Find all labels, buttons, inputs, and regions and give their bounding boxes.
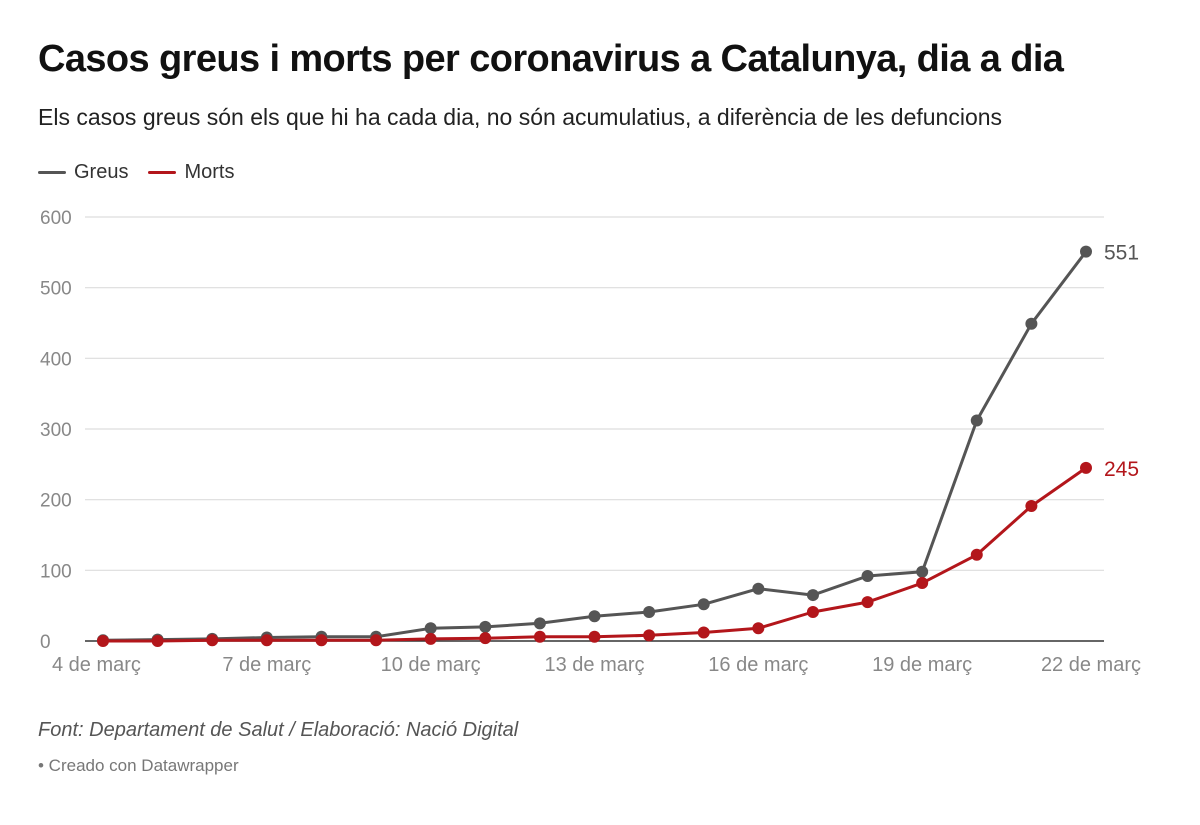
- chart-title: Casos greus i morts per coronavirus a Ca…: [38, 38, 1064, 80]
- y-tick-label-500: 500: [40, 279, 72, 300]
- y-tick-label-400: 400: [40, 349, 72, 370]
- data-point-morts: [260, 634, 273, 647]
- data-point-morts: [424, 632, 437, 645]
- data-point-morts: [479, 632, 492, 645]
- data-point-morts: [1025, 500, 1038, 513]
- data-point-morts: [752, 622, 765, 635]
- data-point-greus: [533, 617, 546, 630]
- data-point-morts: [1080, 461, 1092, 474]
- y-tick-label-200: 200: [40, 491, 72, 512]
- legend-label-greus: Greus: [74, 161, 129, 183]
- data-point-greus: [479, 620, 492, 633]
- data-point-greus: [697, 598, 710, 611]
- y-tick-label-100: 100: [40, 561, 72, 582]
- data-point-greus: [916, 565, 929, 578]
- x-tick-label: 16 de març: [708, 654, 808, 676]
- series-line-greus: [101, 250, 1088, 642]
- x-tick-label: 10 de març: [381, 654, 481, 676]
- y-tick-label-300: 300: [40, 420, 72, 441]
- data-point-morts: [370, 634, 383, 647]
- data-point-greus: [970, 414, 983, 427]
- data-point-greus: [806, 589, 819, 602]
- data-point-morts: [151, 635, 164, 647]
- credit-note: • Creado con Datawrapper: [38, 756, 239, 775]
- data-point-morts: [315, 634, 328, 647]
- source-note: Font: Departament de Salut / Elaboració:…: [38, 719, 519, 741]
- data-point-morts: [916, 577, 929, 590]
- data-point-morts: [806, 606, 819, 619]
- x-tick-label: 19 de març: [872, 654, 972, 676]
- data-point-morts: [643, 629, 656, 642]
- x-tick-label: 4 de març: [52, 654, 141, 676]
- data-point-morts: [861, 596, 874, 609]
- chart-legend: Greus Morts: [38, 161, 234, 184]
- legend-swatch-greus: [38, 171, 66, 174]
- x-tick-label: 7 de març: [222, 654, 311, 676]
- end-label-morts: 245: [1104, 458, 1139, 481]
- legend-item-greus: Greus: [38, 161, 128, 184]
- y-tick-label-0: 0: [40, 632, 51, 653]
- data-point-morts: [970, 548, 983, 561]
- data-point-greus: [752, 582, 765, 595]
- legend-swatch-morts: [148, 171, 177, 174]
- data-point-greus: [643, 606, 656, 619]
- y-tick-label-600: 600: [40, 208, 72, 229]
- data-point-greus: [1025, 317, 1038, 330]
- line-chart: 0 100 200 300 400 500 600 4 de març 7 de març 10 …: [40, 208, 1141, 676]
- data-point-morts: [697, 626, 710, 639]
- data-point-greus: [588, 610, 601, 623]
- x-tick-label: 13 de març: [544, 654, 644, 676]
- chart-subtitle: Els casos greus són els que hi ha cada d…: [38, 104, 1003, 130]
- data-point-morts: [97, 635, 109, 647]
- data-point-morts: [533, 630, 546, 643]
- data-point-greus: [1080, 245, 1092, 258]
- x-tick-label: 22 de març: [1041, 654, 1141, 676]
- legend-label-morts: Morts: [184, 161, 235, 183]
- data-point-morts: [588, 630, 601, 643]
- data-point-morts: [206, 634, 219, 647]
- end-label-greus: 551: [1104, 242, 1139, 265]
- data-point-greus: [861, 569, 874, 582]
- legend-item-morts: Morts: [148, 161, 234, 184]
- data-point-greus: [424, 622, 437, 635]
